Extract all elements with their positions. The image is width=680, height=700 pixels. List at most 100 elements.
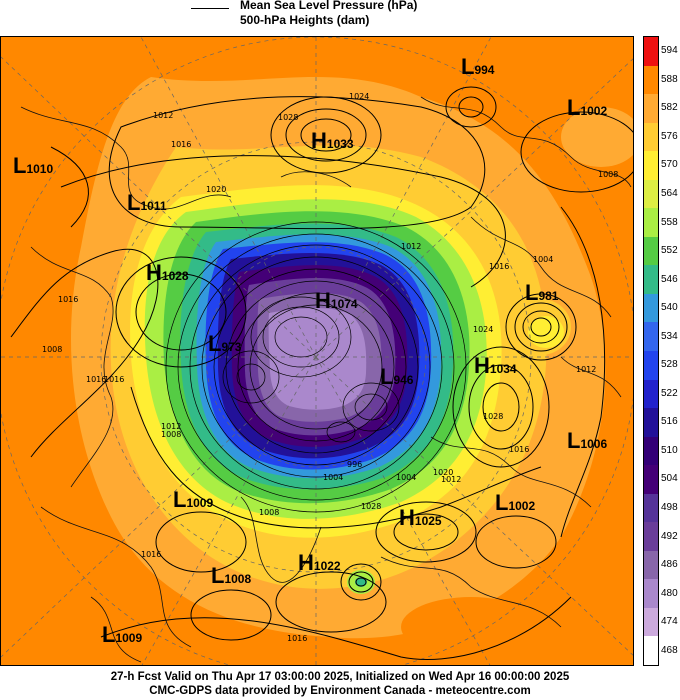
height-fill-ne-patch [561, 107, 633, 167]
colorbar-tick-label: 546 [661, 273, 678, 285]
pressure-system-high: H1034 [474, 353, 517, 378]
colorbar-swatch [644, 37, 658, 67]
colorbar-tick-label: 594 [661, 45, 678, 57]
isobar-label: 1016 [86, 375, 106, 384]
isobar-label: 1016 [287, 634, 307, 643]
colorbar-tick-label: 468 [661, 644, 678, 656]
colorbar-tick-label: 516 [661, 416, 678, 428]
colorbar-tick-label: 486 [661, 559, 678, 571]
height-fill-low-south-core [355, 577, 367, 587]
colorbar-swatch [644, 493, 658, 523]
isobar-label: 1012 [576, 365, 596, 374]
colorbar-swatch [644, 122, 658, 152]
title-500hpa-heights: 500-hPa Heights (dam) [240, 13, 370, 27]
pressure-system-low: L1009 [173, 487, 214, 512]
colorbar-swatch [644, 94, 658, 124]
pressure-system-low: L994 [461, 54, 495, 79]
pressure-system-low: L1009 [102, 622, 143, 647]
pressure-system-low: L1002 [495, 490, 536, 515]
height-colorbar [643, 36, 659, 666]
isobar-label: 1004 [396, 473, 416, 482]
colorbar-tick-label: 564 [661, 188, 678, 199]
isobar-label: 1012 [441, 475, 461, 484]
colorbar-tick-label: 492 [661, 530, 678, 542]
isobar-label: 1016 [489, 262, 509, 271]
isobar-label: 1028 [361, 502, 381, 511]
colorbar-swatch [644, 293, 658, 323]
coastlines [20, 96, 632, 663]
colorbar-tick-label: 504 [661, 473, 678, 485]
map-canvas: 1012 1016 1024 1028 1008 1020 1016 1008 … [1, 37, 633, 665]
isobar-label: 1012 [401, 242, 421, 251]
pressure-system-low: L946 [380, 364, 414, 389]
isobar-label: 1016 [171, 140, 191, 149]
colorbar-swatch [644, 607, 658, 637]
pressure-system-low: L1006 [567, 428, 608, 453]
isobar-label: 1028 [278, 113, 298, 122]
colorbar-tick-label: 582 [661, 102, 678, 114]
isobar-label: 1016 [509, 445, 529, 454]
colorbar-tick-label: 510 [661, 444, 678, 456]
isobar-label: 1016 [58, 295, 78, 304]
isobar-label-group: 1012 1016 1024 1028 1008 1020 1016 1008 … [42, 92, 618, 643]
colorbar-tick-label: 576 [661, 130, 678, 142]
forecast-valid-text: 27-h Fcst Valid on Thu Apr 17 03:00:00 2… [110, 671, 570, 683]
graticule [1, 37, 633, 665]
colorbar-tick-label: 474 [661, 616, 678, 628]
colorbar-swatch [644, 179, 658, 209]
isobar-label: 1016 [141, 550, 161, 559]
isobar-label: 1008 [161, 430, 181, 439]
colorbar-swatch [644, 550, 658, 580]
isobar-label: 1008 [42, 345, 62, 354]
pressure-system-high: H1025 [399, 505, 442, 530]
colorbar-tick-label: 570 [661, 159, 678, 171]
isobar-label: 1004 [533, 255, 553, 264]
colorbar-swatch [644, 65, 658, 95]
pressure-system-low: L973 [208, 331, 242, 356]
pressure-system-low: L1011 [127, 190, 167, 215]
colorbar-swatch [644, 351, 658, 381]
colorbar-swatch [644, 322, 658, 352]
pressure-system-high: H1074 [315, 288, 358, 313]
colorbar-tick-label: 534 [661, 330, 678, 342]
legend-line-swatch [191, 8, 229, 9]
colorbar-tick-label: 498 [661, 502, 678, 513]
colorbar-swatch [644, 379, 658, 409]
colorbar-swatch [644, 265, 658, 295]
colorbar-swatch [644, 236, 658, 266]
isobar-label: 1028 [483, 412, 503, 421]
colorbar-tick-label: 558 [661, 216, 678, 228]
height-fill-ridge-east-core [528, 316, 564, 348]
colorbar-swatch [644, 465, 658, 495]
height-fill-s-patch [401, 597, 541, 657]
map-panel: 1012 1016 1024 1028 1008 1020 1016 1008 … [0, 36, 634, 666]
pressure-system-low: L1010 [13, 153, 54, 178]
colorbar-swatch [644, 151, 658, 181]
colorbar-swatch [644, 436, 658, 466]
isobar-label: 1008 [598, 170, 618, 179]
colorbar-tick-label: 552 [661, 245, 678, 257]
colorbar-swatch [644, 522, 658, 552]
isobar-label: 1024 [349, 92, 369, 101]
colorbar-swatch [644, 636, 658, 666]
colorbar-swatch [644, 408, 658, 438]
isobar-label: 1020 [206, 185, 226, 194]
isobars [10, 86, 633, 660]
isobar-label: 1024 [473, 325, 493, 334]
pressure-system-high: H1022 [298, 550, 341, 575]
pressure-system-low: L1008 [211, 563, 252, 588]
title-mslp: Mean Sea Level Pressure (hPa) [240, 0, 418, 12]
isobar-label: 1004 [323, 473, 343, 482]
data-credit-text: CMC-GDPS data provided by Environment Ca… [149, 685, 531, 697]
isobar-label: 1008 [259, 508, 279, 517]
pressure-system-high: H1028 [146, 260, 189, 285]
colorbar-tick-label: 588 [661, 73, 678, 85]
colorbar-tick-label: 480 [661, 587, 678, 599]
isobar-label: 1012 [153, 111, 173, 120]
colorbar-swatch [644, 208, 658, 238]
isobar-label: 1020 [433, 468, 453, 477]
pressure-system-low: L981 [525, 280, 559, 305]
colorbar-tick-label: 528 [661, 359, 678, 371]
colorbar-tick-label: 540 [661, 302, 678, 314]
isobar-label: 1012 [161, 422, 181, 431]
